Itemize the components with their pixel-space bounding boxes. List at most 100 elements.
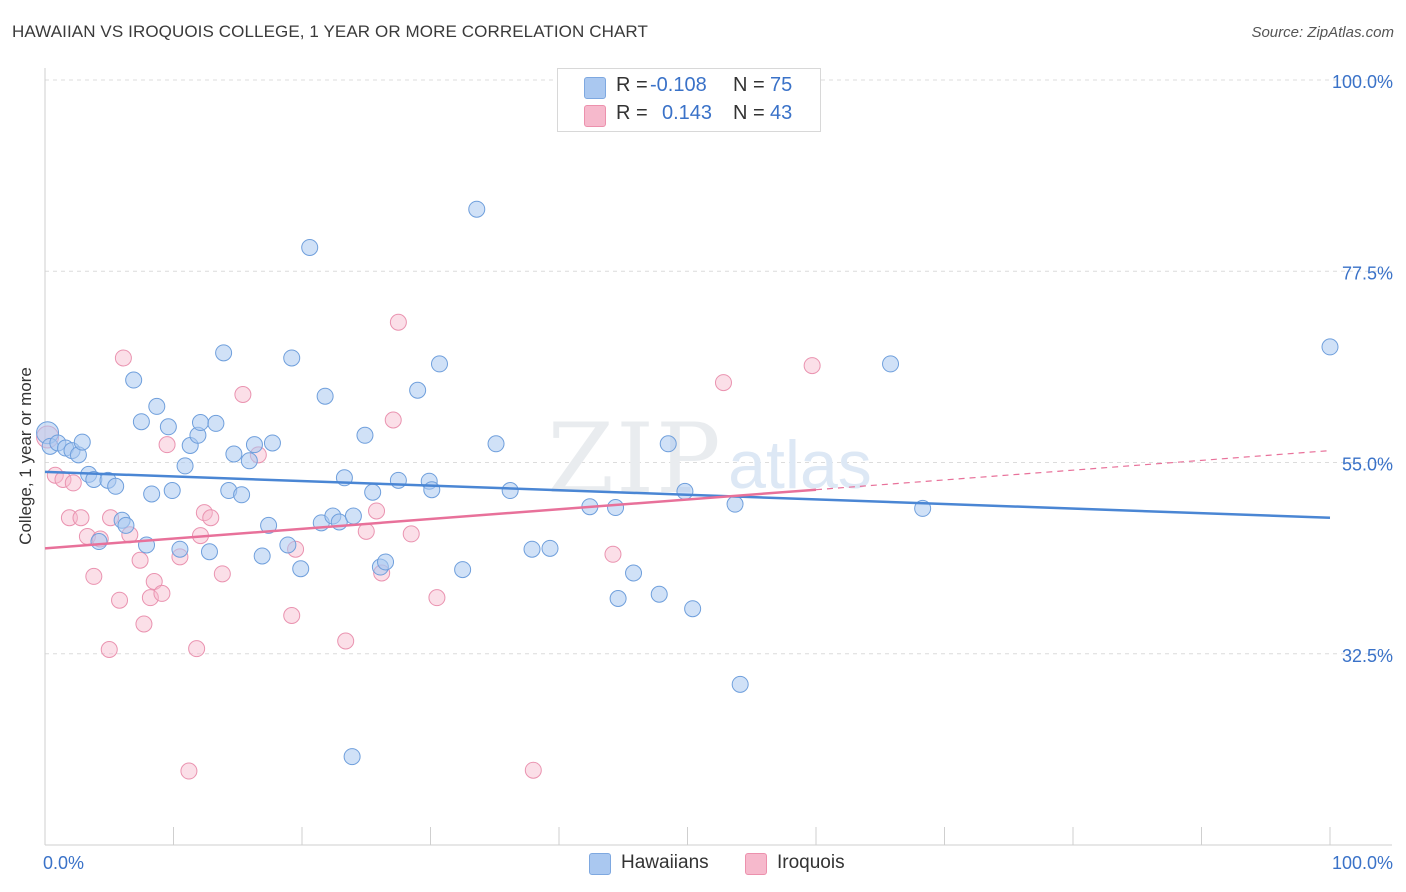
iroquois-point	[384, 411, 402, 429]
iroquois-swatch	[584, 105, 606, 127]
hawaiian-point	[487, 435, 505, 453]
hawaiian-point	[159, 418, 177, 436]
hawaiian-point	[1321, 338, 1339, 356]
hawaiian-point	[73, 433, 91, 451]
hawaiian-point	[253, 547, 271, 565]
hawaiian-point	[607, 499, 625, 517]
iroquois-point	[180, 762, 198, 780]
y-tick-label: 55.0%	[1342, 455, 1393, 475]
n-label: N =	[733, 102, 765, 124]
hawaiian-point	[263, 434, 281, 452]
hawaiian-point	[125, 371, 143, 389]
hawaiian-point	[200, 543, 218, 561]
hawaiian-point	[279, 536, 297, 554]
hawaiian-point	[609, 590, 627, 607]
trend-lines	[44, 450, 1331, 550]
y-tick-label: 100.0%	[1332, 72, 1393, 92]
hawaiian-point	[176, 457, 194, 475]
hawaiian-point	[132, 413, 150, 431]
hawaiian-point	[107, 477, 125, 495]
iroquois-label: Iroquois	[777, 852, 845, 873]
hawaiian-point	[344, 507, 362, 525]
grid-lines	[45, 79, 1392, 655]
hawaiian-point	[430, 355, 448, 373]
hawaiians-label: Hawaiians	[621, 852, 709, 873]
hawaiian-point	[731, 675, 749, 693]
hawaiian-point	[148, 397, 166, 415]
hawaiian-point	[245, 436, 263, 454]
hawaiian-point	[207, 414, 225, 432]
hawaiian-point	[541, 539, 559, 557]
iroquois-point	[145, 573, 163, 590]
iroquois-trend-line	[44, 488, 817, 550]
iroquois-swatch	[745, 853, 767, 875]
source-label: Source: ZipAtlas.com	[1251, 24, 1394, 41]
iroquois-point	[389, 313, 407, 331]
n-value: 75	[770, 74, 793, 96]
r-label: R =	[616, 74, 648, 96]
x-tick-label: 100.0%	[1332, 853, 1393, 873]
n-value: 43	[770, 102, 793, 124]
iroquois-point	[368, 502, 386, 520]
r-value: -0.108	[650, 74, 707, 96]
hawaiian-point	[233, 486, 251, 504]
hawaiian-point	[343, 748, 361, 766]
tick-labels: 100.0% 77.5% 55.0% 32.5% 0.0% 100.0%	[43, 72, 1393, 873]
iroquois-point	[135, 615, 153, 633]
hawaiians-swatch	[584, 77, 606, 99]
hawaiian-point	[409, 381, 427, 399]
hawaiian-point	[423, 481, 441, 499]
hawaiian-point	[501, 482, 519, 500]
iroquois-point	[604, 545, 622, 563]
hawaiian-point	[117, 516, 135, 534]
axes	[44, 68, 1392, 846]
iroquois-point	[213, 565, 231, 583]
hawaiian-point	[260, 516, 278, 534]
iroquois-point	[202, 509, 220, 527]
iroquois-point	[428, 589, 446, 607]
hawaiian-point	[364, 483, 382, 501]
hawaiian-point	[377, 553, 395, 571]
iroquois-point	[114, 349, 132, 367]
iroquois-point	[72, 509, 90, 527]
iroquois-point	[158, 436, 176, 454]
iroquois-point	[60, 509, 78, 527]
legend-row-iroquois: R = 0.143 N = 43	[558, 102, 820, 128]
hawaiian-point	[659, 435, 677, 453]
hawaiian-point	[215, 344, 233, 362]
y-tick-label: 77.5%	[1342, 263, 1393, 283]
iroquois-point	[337, 632, 355, 650]
hawaiian-point	[171, 540, 189, 558]
stats-legend: R = -0.108 N = 75 R = 0.143 N = 43	[557, 68, 821, 132]
iroquois-point	[283, 607, 301, 624]
hawaiian-point	[163, 482, 181, 500]
hawaiian-point	[468, 200, 486, 218]
chart-title: HAWAIIAN VS IROQUOIS COLLEGE, 1 YEAR OR …	[12, 22, 648, 41]
y-tick-label: 32.5%	[1342, 646, 1393, 666]
iroquois-point	[357, 522, 375, 540]
hawaiian-point	[301, 238, 319, 256]
hawaiian-point	[356, 426, 374, 444]
hawaiians-trend-line	[44, 470, 1331, 519]
hawaiian-point	[389, 471, 407, 489]
hawaiian-point	[143, 485, 161, 503]
hawaiian-point	[726, 495, 744, 513]
hawaiian-point	[523, 540, 541, 558]
hawaiian-point	[650, 585, 668, 603]
hawaiian-point	[90, 533, 108, 551]
hawaiian-point	[191, 414, 209, 432]
iroquois-point	[153, 584, 171, 602]
hawaiian-point	[882, 355, 900, 373]
iroquois-point	[714, 374, 732, 392]
iroquois-trend-extension	[815, 450, 1331, 491]
r-value: 0.143	[662, 102, 713, 124]
hawaiian-point	[454, 561, 472, 579]
r-label: R =	[616, 102, 648, 124]
hawaiians-swatch	[589, 853, 611, 875]
iroquois-point	[131, 551, 149, 569]
iroquois-point	[64, 474, 82, 492]
n-label: N =	[733, 74, 765, 96]
iroquois-point	[111, 591, 129, 609]
hawaiian-point	[625, 564, 643, 582]
iroquois-point	[85, 567, 103, 585]
